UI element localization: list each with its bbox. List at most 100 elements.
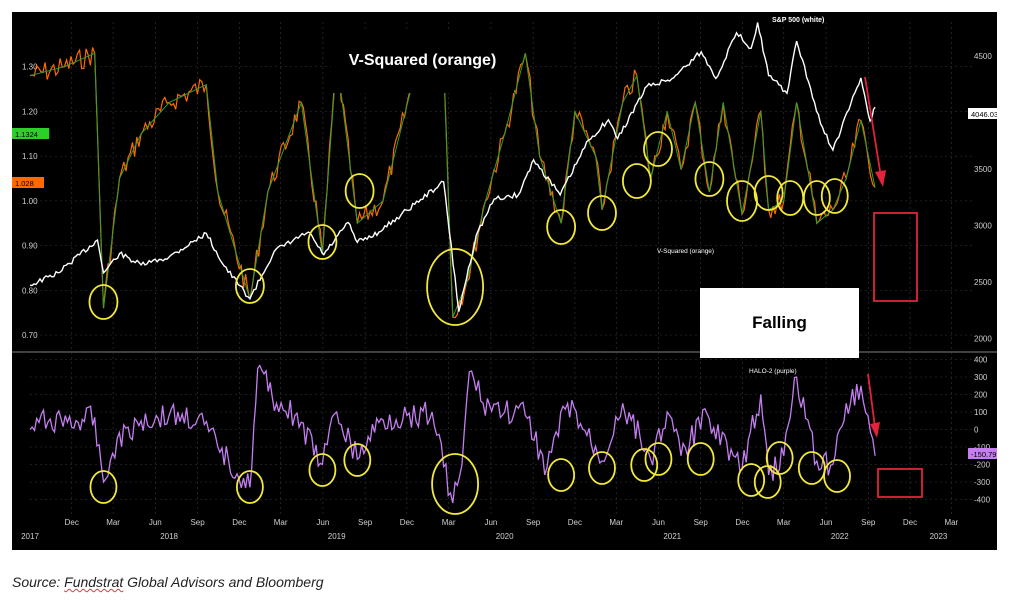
- y-left-tick-2: 0.90: [22, 242, 38, 251]
- y-bot-tick-5: -100: [974, 443, 991, 452]
- y-bot-tick-0: 400: [974, 356, 988, 365]
- x-tick-10: Jun: [484, 518, 497, 527]
- x-tick-8: Dec: [400, 518, 414, 527]
- sp500-line: [29, 22, 876, 312]
- x-tick-19: Sep: [861, 518, 876, 527]
- x-tick-4: Dec: [232, 518, 246, 527]
- x-tick-0: Dec: [65, 518, 79, 527]
- y-right-tick-3: 3500: [974, 165, 992, 174]
- trough-circle-bot-3: [343, 443, 372, 477]
- y-left-tick-6: 1.30: [22, 63, 38, 72]
- y-right-tick-1: 2500: [974, 278, 992, 287]
- y-bot-tick-7: -300: [974, 478, 991, 487]
- trough-circle-bot-4: [431, 453, 479, 515]
- x-tick-7: Sep: [358, 518, 373, 527]
- source-org: Fundstrat: [64, 574, 124, 590]
- y-bot-tick-4: 0: [974, 426, 979, 435]
- x-tick-2: Jun: [149, 518, 162, 527]
- halo2-label: HALO-2 (purple): [749, 368, 797, 375]
- badge-halo-ma: 1.1324: [15, 130, 38, 139]
- badge-halo-ma-bg: [12, 128, 50, 139]
- trough-circle-bot-2: [308, 453, 337, 487]
- trough-circle-bot-8: [644, 442, 673, 476]
- x-tick-20: Dec: [903, 518, 917, 527]
- x-year-1: 2018: [160, 532, 178, 541]
- x-tick-3: Sep: [190, 518, 205, 527]
- trough-circle-bot-7: [630, 448, 659, 482]
- x-tick-11: Sep: [526, 518, 541, 527]
- chart-svg: 0.700.800.901.001.101.201.30200025003000…: [12, 17, 997, 541]
- x-tick-13: Mar: [609, 518, 623, 527]
- x-tick-9: Mar: [442, 518, 456, 527]
- trough-circle-top-11: [753, 175, 784, 211]
- halo2-line: [29, 364, 876, 504]
- x-year-4: 2021: [663, 532, 681, 541]
- badge-halo2: -150.79: [971, 450, 996, 459]
- y-bot-tick-6: -200: [974, 461, 991, 470]
- y-left-tick-3: 1.00: [22, 197, 38, 206]
- chart-frame: 0.70 0.80 0.90 1.00 1.10 1.20 1.30 2000 2500 3000…: [12, 12, 997, 550]
- x-year-3: 2020: [496, 532, 514, 541]
- arrow-top-head: [875, 170, 886, 187]
- badge-sp500: 4046.03: [971, 110, 997, 119]
- x-tick-17: Mar: [777, 518, 791, 527]
- badge-sp500-bg: [968, 108, 997, 119]
- y-bot-tick-2: 200: [974, 391, 988, 400]
- y-bot-tick-3: 100: [974, 408, 988, 417]
- vsquared-ma-line: [29, 43, 876, 318]
- y-right-tick-5: 4500: [974, 52, 992, 61]
- trough-circle-bot-9: [686, 442, 715, 476]
- y-left-tick-0: 0.70: [22, 331, 38, 340]
- x-tick-18: Jun: [820, 518, 833, 527]
- trough-circle-top-1: [234, 268, 265, 304]
- trough-circle-top-13: [802, 180, 831, 216]
- x-tick-5: Mar: [274, 518, 288, 527]
- x-year-6: 2023: [930, 532, 948, 541]
- x-year-5: 2022: [831, 532, 849, 541]
- x-tick-12: Dec: [568, 518, 582, 527]
- falling-callout: Falling: [700, 288, 859, 358]
- trough-circle-top-8: [643, 131, 673, 167]
- sp500-label: S&P 500 (white): [772, 17, 824, 24]
- trough-circle-bot-5: [547, 458, 576, 492]
- trough-circle-top-9: [694, 161, 725, 197]
- source-caption: Source: Fundstrat Global Advisors and Bl…: [12, 574, 324, 590]
- x-tick-15: Sep: [694, 518, 709, 527]
- arrow-bot-shaft: [867, 373, 876, 428]
- y-right-tick-2: 3000: [974, 221, 992, 230]
- trough-circle-top-14: [820, 178, 849, 214]
- x-tick-14: Jun: [652, 518, 665, 527]
- y-bot-tick-1: 300: [974, 373, 988, 382]
- vsquared-small-label: V-Squared (orange): [657, 248, 714, 255]
- x-tick-16: Dec: [735, 518, 749, 527]
- badge-vsquared: 1.028: [15, 179, 34, 188]
- x-year-2: 2019: [328, 532, 346, 541]
- trough-circle-top-2: [307, 224, 338, 260]
- y-bot-tick-8: -400: [974, 496, 991, 505]
- x-tick-6: Jun: [316, 518, 329, 527]
- badge-vsquared-bg: [12, 177, 44, 188]
- trough-circle-bot-6: [588, 451, 616, 485]
- x-year-0: 2017: [21, 532, 39, 541]
- projection-box-bottom: [877, 468, 923, 498]
- x-tick-21: Mar: [944, 518, 958, 527]
- trough-circle-top-12: [776, 180, 805, 216]
- y-left-tick-5: 1.20: [22, 107, 38, 116]
- projection-box-top: [873, 212, 918, 302]
- trough-circle-bot-14: [823, 459, 851, 493]
- trough-circle-top-6: [587, 195, 617, 231]
- trough-circle-top-4: [426, 248, 484, 326]
- trough-circle-bot-0: [89, 470, 118, 504]
- x-tick-1: Mar: [106, 518, 120, 527]
- trough-circle-top-7: [621, 163, 652, 199]
- y-left-tick-4: 1.10: [22, 152, 38, 161]
- trough-circle-top-5: [546, 209, 577, 245]
- trough-circle-bot-12: [765, 441, 794, 475]
- arrow-top-shaft: [864, 76, 882, 178]
- trough-circle-bot-1: [235, 470, 264, 504]
- y-right-tick-0: 2000: [974, 334, 992, 343]
- source-rest: Global Advisors and Bloomberg: [123, 574, 324, 590]
- badge-halo2-bg: [968, 448, 997, 459]
- trough-circle-top-3: [344, 173, 375, 209]
- trough-circle-bot-10: [737, 463, 766, 497]
